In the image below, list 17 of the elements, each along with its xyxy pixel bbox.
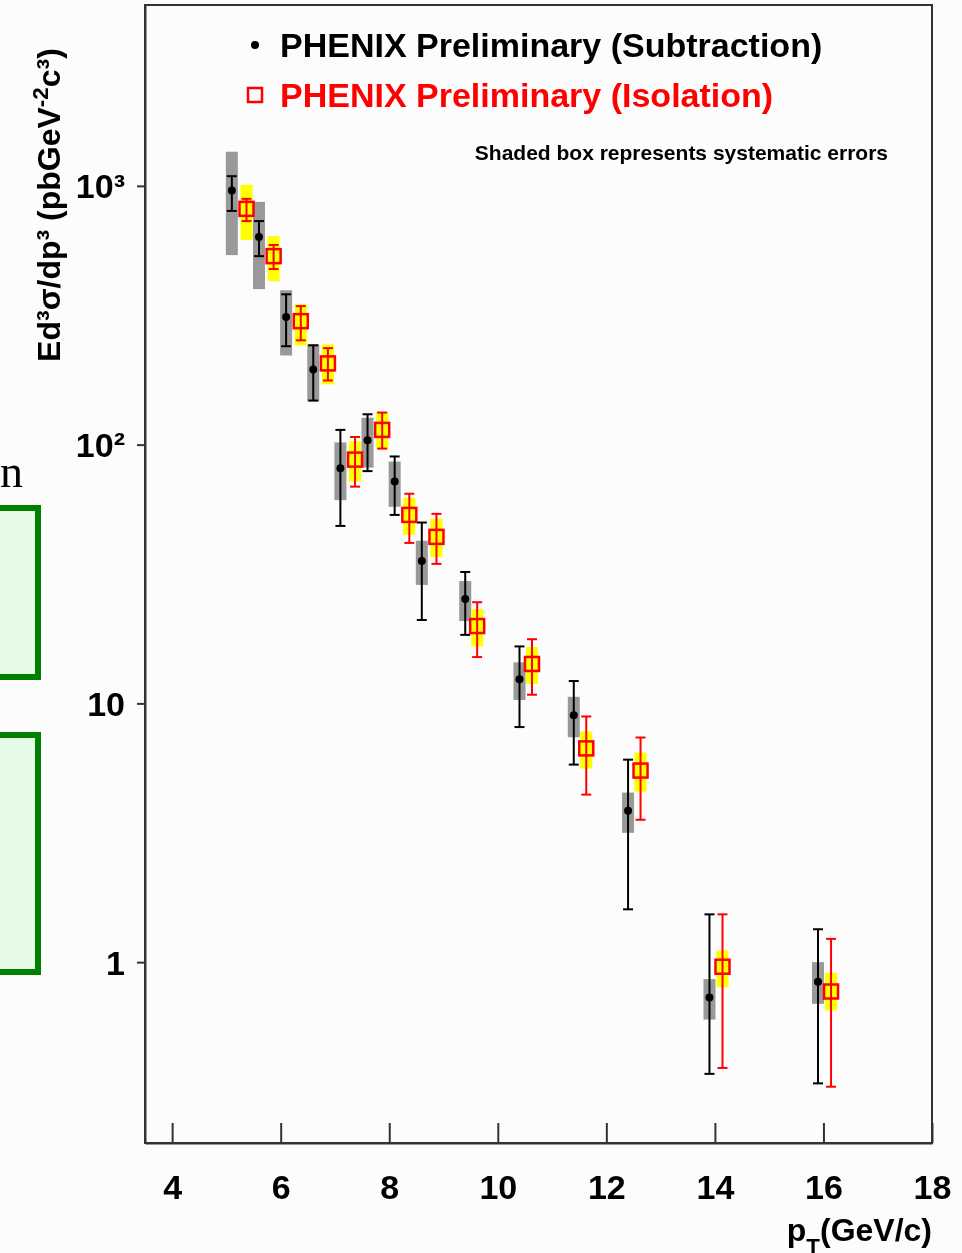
annotation: Shaded box represents systematic errors [474,141,888,164]
y-tick-label: 10³ [75,167,125,206]
x-tick-label: 10 [479,1168,518,1207]
x-axis-title: p$_{T}$(GeV/c) [786,1212,932,1253]
legend-label: PHENIX Preliminary (Subtraction) [280,26,823,64]
y-tick-label: 10 [87,684,125,723]
x-tick-label: 18 [913,1168,952,1207]
x-tick-label: 8 [380,1168,400,1207]
text: n [0,446,23,497]
x-tick-label: 6 [271,1168,291,1207]
x-tick-label: 4 [163,1168,183,1207]
x-tick-label: 16 [805,1168,843,1207]
y-tick-label: 10² [75,426,125,465]
x-tick-label: 12 [587,1168,626,1207]
legend-label: PHENIX Preliminary (Isolation) [280,76,774,114]
y-tick-label: 1 [106,943,125,982]
x-tick-label: 14 [696,1168,735,1207]
